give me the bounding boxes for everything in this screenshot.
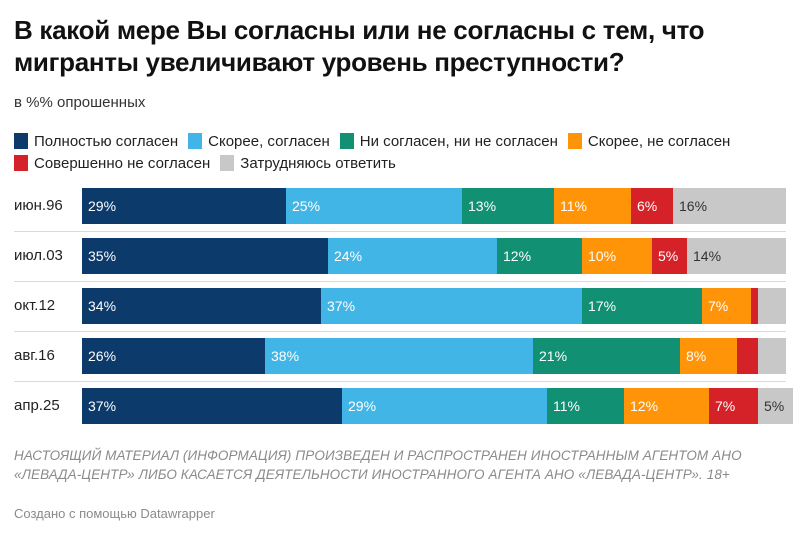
data-label: 29% (88, 198, 117, 214)
category-label: апр.25 (14, 397, 60, 414)
data-label: 14% (693, 248, 722, 264)
legend-label: Ни согласен, ни не согласен (359, 132, 558, 150)
bar-segment (547, 388, 624, 424)
category-label: июн.96 (14, 197, 63, 214)
bar-segment (582, 288, 702, 324)
bar-segment (533, 338, 680, 374)
data-label: 11% (553, 398, 580, 414)
data-label: 29% (348, 398, 377, 414)
bar-segment (328, 238, 497, 274)
data-label: 17% (588, 298, 617, 314)
data-label: 37% (327, 298, 356, 314)
legend-item-neutral: Ни согласен, ни не согласен (339, 132, 558, 150)
legend-row-1: Полностью согласен Скорее, согласен Ни с… (14, 130, 794, 152)
row-separator (14, 331, 786, 332)
bar-segment (82, 238, 328, 274)
bar-segment (758, 288, 786, 324)
data-label: 37% (88, 398, 117, 414)
bar-segment (687, 238, 786, 274)
bar-segment (758, 338, 786, 374)
bar-segment (342, 388, 547, 424)
data-label: 26% (88, 348, 117, 364)
row-separator (14, 281, 786, 282)
legend-label: Совершенно не согласен (34, 154, 211, 172)
bar-segment (652, 238, 687, 274)
bar-segment (737, 338, 758, 374)
legend-swatch (567, 133, 582, 149)
data-label: 7% (708, 298, 729, 314)
data-label: 5% (658, 248, 679, 264)
category-label: окт.12 (14, 297, 56, 314)
category-label: авг.16 (14, 347, 55, 364)
bar-segment (582, 238, 652, 274)
legend-swatch (14, 133, 28, 149)
legend-swatch (14, 155, 28, 171)
legend-item-rather-agree: Скорее, согласен (188, 133, 330, 150)
legend-label: Полностью согласен (34, 132, 179, 150)
data-label: 25% (292, 198, 321, 214)
data-label: 35% (88, 248, 117, 264)
bar-row: 34% 37% 17% 7% (82, 288, 786, 324)
foreign-agent-disclaimer: НАСТОЯЩИЙ МАТЕРИАЛ (ИНФОРМАЦИЯ) ПРОИЗВЕД… (14, 448, 742, 482)
datawrapper-credit: Создано с помощью Datawrapper (14, 506, 215, 521)
chart-subtitle: в %% опрошенных (14, 94, 146, 111)
bar-row: 35% 24% 12% 10% 5% 14% (82, 238, 786, 274)
bar-segment (82, 288, 321, 324)
bar-segment (751, 288, 758, 324)
legend-item-fully-disagree: Совершенно не согласен (14, 155, 210, 172)
row-separator (14, 381, 786, 382)
data-label: 12% (503, 248, 532, 264)
legend-label: Затрудняюсь ответить (240, 154, 396, 172)
bar-segment (709, 388, 758, 424)
data-label: 6% (637, 198, 658, 214)
data-label: 7% (715, 398, 736, 414)
bar-segment (497, 238, 582, 274)
row-separator (14, 231, 786, 232)
data-label: 8% (686, 348, 707, 364)
chart-title: В какой мере Вы согласны или не согласны… (14, 15, 705, 77)
bar-segment (82, 188, 286, 224)
data-label: 24% (334, 248, 363, 264)
bar-segment (82, 338, 265, 374)
bar-row: 37% 29% 11% 12% 7% 5% (82, 388, 793, 424)
bar-row: 26% 38% 21% 8% (82, 338, 786, 374)
data-label: 5% (764, 398, 785, 414)
bar-segment (631, 188, 673, 224)
bar-segment (82, 388, 342, 424)
bar-segment (265, 338, 533, 374)
bar-segment (286, 188, 462, 224)
bar-segment (702, 288, 751, 324)
data-label: 13% (468, 198, 497, 214)
legend-item-rather-disagree: Скорее, не согласен (567, 132, 731, 150)
legend-swatch (220, 155, 235, 171)
data-label: 11% (560, 198, 587, 214)
bar-row: 29% 25% 13% 11% 6% 16% (82, 188, 786, 224)
stacked-bar-chart: июн.96 29% 25% 13% 11% 6% 16% июл.03 35% 24% 12% 10… (0, 180, 800, 424)
bar-segment (673, 188, 786, 224)
legend-item-fully-agree: Полностью согласен (14, 133, 178, 150)
data-label: 16% (679, 198, 708, 214)
data-label: 38% (271, 348, 300, 364)
data-label: 34% (88, 298, 117, 314)
legend-label: Скорее, согласен (208, 132, 330, 150)
data-label: 10% (588, 248, 617, 264)
data-label: 12% (630, 398, 659, 414)
category-label: июл.03 (14, 247, 63, 264)
bar-segment (321, 288, 582, 324)
legend-swatch (188, 133, 203, 149)
legend-item-dont-know: Затрудняюсь ответить (220, 154, 396, 172)
legend: Полностью согласен Скорее, согласен Ни с… (14, 130, 794, 174)
bar-segment (624, 388, 709, 424)
data-label: 21% (539, 348, 568, 364)
legend-swatch (339, 133, 354, 149)
legend-row-2: Совершенно не согласен Затрудняюсь ответ… (14, 152, 794, 174)
bar-segment (462, 188, 554, 224)
bar-segment (758, 388, 793, 424)
bar-segment (554, 188, 631, 224)
bar-segment (680, 338, 737, 374)
legend-label: Скорее, не согласен (587, 132, 731, 150)
